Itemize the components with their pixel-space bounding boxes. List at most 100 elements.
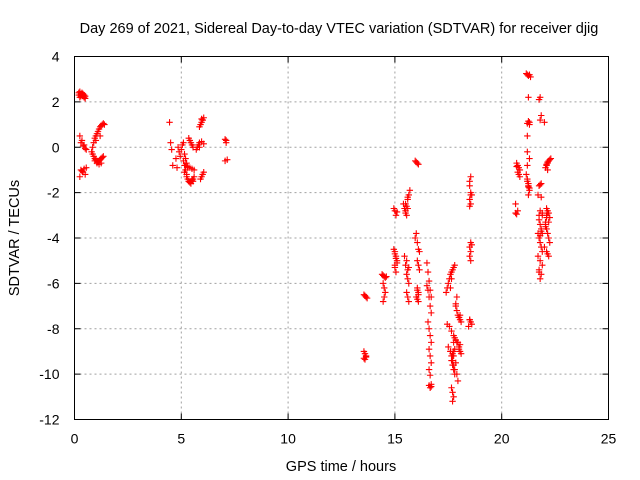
data-point [83,164,90,171]
data-point [535,268,543,276]
data-point [416,248,423,255]
data-point [467,191,474,199]
data-point [166,119,173,126]
data-point [449,398,456,405]
data-point [383,273,390,280]
data-point [453,307,461,314]
x-axis-label: GPS time / hours [286,459,396,475]
data-point [224,156,231,163]
data-point [76,94,84,101]
data-point [382,289,389,296]
data-point [466,243,473,251]
data-point [391,248,399,255]
y-tick-label: -8 [47,321,60,337]
data-point [467,257,474,264]
data-point [525,117,532,125]
data-point [178,146,185,153]
data-point [413,230,420,237]
data-point [81,145,89,152]
data-point [415,262,422,269]
data-point [99,154,106,161]
data-point [534,230,542,237]
data-point [428,309,435,317]
x-tick-label: 15 [387,431,403,447]
data-point [415,161,422,168]
y-tick-label: 4 [52,49,60,65]
data-point [467,173,474,180]
x-tick-label: 25 [601,431,617,447]
data-point [452,302,459,310]
data-point [96,132,104,140]
data-point [523,171,530,178]
data-point [391,262,399,269]
data-point [76,173,84,180]
data-point [426,332,434,339]
data-point [392,268,400,276]
data-point [426,302,434,310]
y-tick-label: -10 [39,366,59,382]
data-point [190,173,198,180]
data-point [89,144,96,151]
data-point [425,366,433,373]
data-point [546,239,553,246]
data-point [200,169,207,176]
data-point [524,162,531,169]
data-point [467,248,474,255]
data-point [190,166,198,174]
data-point [468,321,475,328]
data-point [446,323,453,330]
data-point [512,209,519,217]
data-point [189,178,197,185]
data-point [538,180,545,187]
data-point [536,116,544,124]
data-point [180,139,187,146]
data-point [516,173,524,180]
data-point [525,94,532,101]
data-point [451,262,458,269]
data-point [535,96,543,103]
y-tick-label: -4 [47,230,60,246]
data-point [414,257,421,264]
data-point [392,252,400,260]
data-point [428,339,435,346]
data-point [426,372,434,379]
data-point [404,205,411,212]
data-point [415,298,422,305]
data-point [425,293,433,301]
data-point [405,298,412,305]
data-point [525,191,532,199]
data-point [538,193,545,201]
data-point [466,316,473,323]
data-point [541,243,548,251]
y-tick-label: 0 [52,139,60,155]
data-point [424,318,432,326]
data-point [81,93,89,100]
data-point [405,264,412,271]
x-tick-label: 0 [71,431,79,447]
data-point [183,173,190,180]
data-point [382,274,389,281]
data-point [404,193,411,201]
data-point [83,146,90,153]
data-point [221,136,229,143]
data-point [536,221,544,228]
data-point [414,239,421,246]
data-point [536,181,544,188]
data-point [393,257,401,264]
data-point [222,139,230,146]
data-point [448,384,455,391]
data-point [404,275,411,283]
data-point [81,171,89,178]
data-point [455,314,463,321]
data-point [545,234,552,242]
data-point [542,218,549,226]
y-tick-label: -2 [47,185,60,201]
data-point [181,150,188,158]
y-tick-label: -12 [39,412,59,428]
data-point [450,339,457,346]
data-point [465,323,472,330]
data-point [92,137,100,144]
data-point [450,348,457,355]
data-point [181,169,188,176]
